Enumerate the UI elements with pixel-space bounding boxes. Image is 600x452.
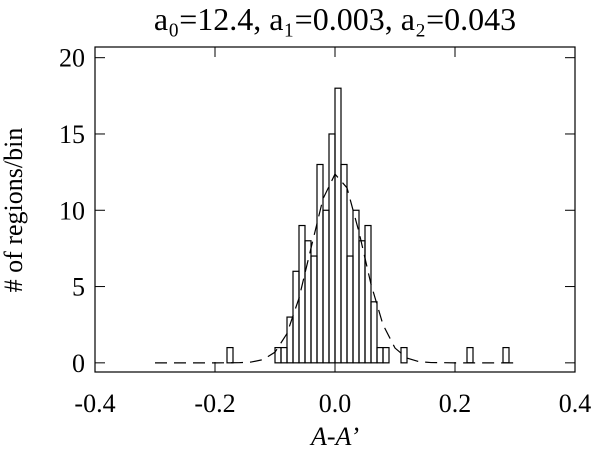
y-tick-label: 0: [72, 349, 85, 378]
bar: [400, 346, 408, 364]
x-tick-label: -0.4: [74, 389, 115, 418]
x-axis-label: A-A’: [309, 422, 359, 451]
bar: [382, 346, 390, 364]
x-tick-label: 0.2: [439, 389, 472, 418]
bar: [280, 346, 288, 364]
bar: [340, 163, 348, 364]
x-tick-label: 0.4: [559, 389, 592, 418]
bar: [328, 133, 336, 364]
bar: [298, 224, 306, 364]
bar: [322, 209, 330, 364]
bar: [502, 346, 510, 364]
fit-curve: [155, 173, 515, 364]
y-tick-label: 15: [59, 120, 85, 149]
bar: [376, 346, 384, 364]
bar: [346, 255, 354, 364]
bar: [226, 346, 234, 364]
y-tick-label: 5: [72, 273, 85, 302]
bar: [370, 301, 378, 364]
bar: [316, 163, 324, 364]
y-axis-label: # of regions/bin: [0, 128, 28, 293]
bar: [292, 270, 300, 364]
x-tick-label: -0.2: [194, 389, 235, 418]
bar: [358, 240, 366, 364]
bar: [334, 87, 342, 364]
y-tick-label: 20: [59, 44, 85, 73]
chart-title: a₀=12.4, a₁=0.003, a₂=0.043: [154, 1, 516, 37]
x-tick-label: 0.0: [319, 389, 352, 418]
bar: [364, 224, 372, 364]
bar: [466, 346, 474, 364]
bar: [310, 255, 318, 364]
y-tick-label: 10: [59, 196, 85, 225]
bar: [352, 209, 360, 364]
bar: [304, 240, 312, 364]
